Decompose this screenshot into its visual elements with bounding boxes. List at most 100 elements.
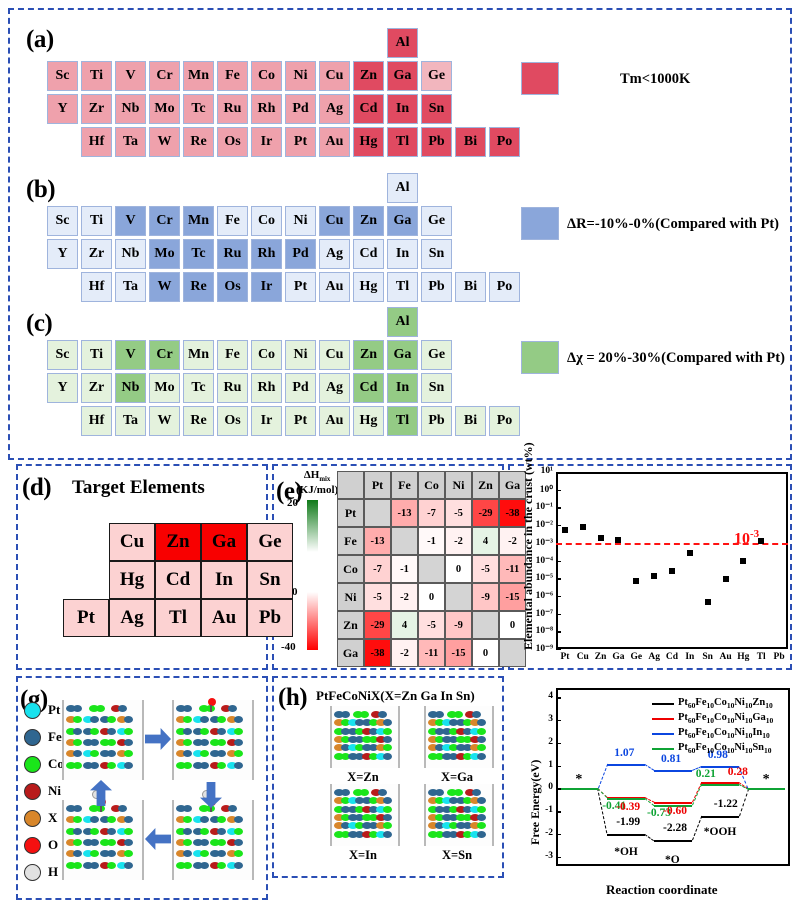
target-cell-Cd[interactable]: Cd <box>155 561 201 599</box>
element-cell-Ni[interactable]: Ni <box>285 61 316 91</box>
element-cell-Zr[interactable]: Zr <box>81 239 112 269</box>
element-cell-Ge[interactable]: Ge <box>421 340 452 370</box>
element-cell-Cr[interactable]: Cr <box>149 340 180 370</box>
element-cell-Mn[interactable]: Mn <box>183 340 214 370</box>
element-cell-Sn[interactable]: Sn <box>421 94 452 124</box>
element-cell-Cd[interactable]: Cd <box>353 94 384 124</box>
element-cell-Nb[interactable]: Nb <box>115 94 146 124</box>
element-cell-Zr[interactable]: Zr <box>81 373 112 403</box>
element-cell-Hg[interactable]: Hg <box>353 272 384 302</box>
target-cell-Ag[interactable]: Ag <box>109 599 155 637</box>
element-cell-V[interactable]: V <box>115 61 146 91</box>
element-cell-Al[interactable]: Al <box>387 307 418 337</box>
element-cell-Co[interactable]: Co <box>251 61 282 91</box>
element-cell-Pb[interactable]: Pb <box>421 272 452 302</box>
target-cell-Ge[interactable]: Ge <box>247 523 293 561</box>
element-cell-Po[interactable]: Po <box>489 406 520 436</box>
element-cell-Ti[interactable]: Ti <box>81 61 112 91</box>
element-cell-Cu[interactable]: Cu <box>319 340 350 370</box>
element-cell-Ga[interactable]: Ga <box>387 61 418 91</box>
element-cell-Sn[interactable]: Sn <box>421 239 452 269</box>
element-cell-Ge[interactable]: Ge <box>421 61 452 91</box>
element-cell-Zn[interactable]: Zn <box>353 206 384 236</box>
element-cell-Zn[interactable]: Zn <box>353 340 384 370</box>
element-cell-Bi[interactable]: Bi <box>455 406 486 436</box>
element-cell-Cu[interactable]: Cu <box>319 61 350 91</box>
element-cell-Ru[interactable]: Ru <box>217 94 248 124</box>
element-cell-Al[interactable]: Al <box>387 173 418 203</box>
target-cell-Pt[interactable]: Pt <box>63 599 109 637</box>
element-cell-Sc[interactable]: Sc <box>47 61 78 91</box>
element-cell-Sc[interactable]: Sc <box>47 206 78 236</box>
element-cell-Fe[interactable]: Fe <box>217 206 248 236</box>
target-cell-Pb[interactable]: Pb <box>247 599 293 637</box>
element-cell-Ir[interactable]: Ir <box>251 272 282 302</box>
element-cell-Rh[interactable]: Rh <box>251 239 282 269</box>
element-cell-Hf[interactable]: Hf <box>81 406 112 436</box>
element-cell-Nb[interactable]: Nb <box>115 373 146 403</box>
element-cell-Cr[interactable]: Cr <box>149 61 180 91</box>
element-cell-Bi[interactable]: Bi <box>455 127 486 157</box>
element-cell-Rh[interactable]: Rh <box>251 94 282 124</box>
element-cell-Au[interactable]: Au <box>319 272 350 302</box>
element-cell-Ag[interactable]: Ag <box>319 373 350 403</box>
element-cell-Pb[interactable]: Pb <box>421 406 452 436</box>
element-cell-Pt[interactable]: Pt <box>285 272 316 302</box>
element-cell-Tc[interactable]: Tc <box>183 373 214 403</box>
target-cell-Zn[interactable]: Zn <box>155 523 201 561</box>
element-cell-Fe[interactable]: Fe <box>217 340 248 370</box>
element-cell-Mn[interactable]: Mn <box>183 206 214 236</box>
element-cell-Y[interactable]: Y <box>47 239 78 269</box>
element-cell-Ta[interactable]: Ta <box>115 127 146 157</box>
element-cell-Pd[interactable]: Pd <box>285 94 316 124</box>
element-cell-Ni[interactable]: Ni <box>285 206 316 236</box>
element-cell-Rh[interactable]: Rh <box>251 373 282 403</box>
element-cell-Pb[interactable]: Pb <box>421 127 452 157</box>
element-cell-Pd[interactable]: Pd <box>285 373 316 403</box>
element-cell-In[interactable]: In <box>387 94 418 124</box>
element-cell-Ir[interactable]: Ir <box>251 127 282 157</box>
element-cell-Ge[interactable]: Ge <box>421 206 452 236</box>
element-cell-Tl[interactable]: Tl <box>387 406 418 436</box>
target-cell-Cu[interactable]: Cu <box>109 523 155 561</box>
element-cell-Au[interactable]: Au <box>319 127 350 157</box>
target-cell-Hg[interactable]: Hg <box>109 561 155 599</box>
element-cell-Ga[interactable]: Ga <box>387 340 418 370</box>
element-cell-Sn[interactable]: Sn <box>421 373 452 403</box>
element-cell-Zr[interactable]: Zr <box>81 94 112 124</box>
target-cell-Sn[interactable]: Sn <box>247 561 293 599</box>
element-cell-Pt[interactable]: Pt <box>285 127 316 157</box>
element-cell-Re[interactable]: Re <box>183 127 214 157</box>
element-cell-Ag[interactable]: Ag <box>319 239 350 269</box>
element-cell-Mo[interactable]: Mo <box>149 94 180 124</box>
element-cell-V[interactable]: V <box>115 340 146 370</box>
element-cell-Re[interactable]: Re <box>183 406 214 436</box>
target-cell-Au[interactable]: Au <box>201 599 247 637</box>
element-cell-Ir[interactable]: Ir <box>251 406 282 436</box>
element-cell-Pt[interactable]: Pt <box>285 406 316 436</box>
element-cell-Bi[interactable]: Bi <box>455 272 486 302</box>
element-cell-Os[interactable]: Os <box>217 406 248 436</box>
element-cell-Mo[interactable]: Mo <box>149 239 180 269</box>
element-cell-Ag[interactable]: Ag <box>319 94 350 124</box>
element-cell-Ni[interactable]: Ni <box>285 340 316 370</box>
element-cell-Co[interactable]: Co <box>251 340 282 370</box>
element-cell-In[interactable]: In <box>387 239 418 269</box>
element-cell-W[interactable]: W <box>149 272 180 302</box>
element-cell-Tc[interactable]: Tc <box>183 94 214 124</box>
element-cell-Co[interactable]: Co <box>251 206 282 236</box>
element-cell-Os[interactable]: Os <box>217 127 248 157</box>
element-cell-Mo[interactable]: Mo <box>149 373 180 403</box>
element-cell-W[interactable]: W <box>149 127 180 157</box>
element-cell-W[interactable]: W <box>149 406 180 436</box>
element-cell-Ru[interactable]: Ru <box>217 373 248 403</box>
element-cell-Cu[interactable]: Cu <box>319 206 350 236</box>
element-cell-Sc[interactable]: Sc <box>47 340 78 370</box>
element-cell-Y[interactable]: Y <box>47 373 78 403</box>
element-cell-Ti[interactable]: Ti <box>81 340 112 370</box>
element-cell-Hf[interactable]: Hf <box>81 127 112 157</box>
element-cell-Pd[interactable]: Pd <box>285 239 316 269</box>
element-cell-Hg[interactable]: Hg <box>353 127 384 157</box>
element-cell-Ti[interactable]: Ti <box>81 206 112 236</box>
element-cell-Y[interactable]: Y <box>47 94 78 124</box>
